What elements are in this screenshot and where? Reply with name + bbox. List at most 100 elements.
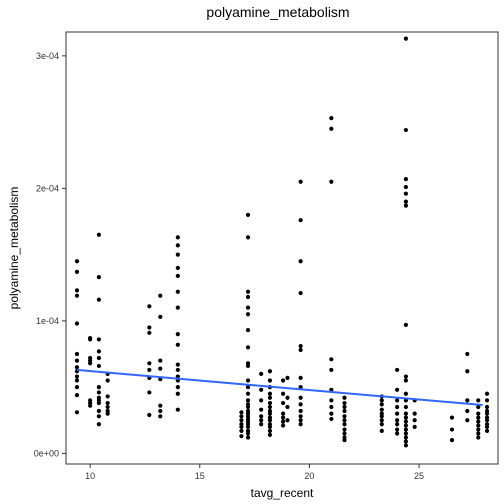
data-point xyxy=(267,378,273,383)
data-point xyxy=(298,179,303,184)
data-point xyxy=(329,126,334,131)
data-point xyxy=(259,407,264,412)
data-point xyxy=(175,342,180,347)
data-point xyxy=(245,404,251,410)
data-point xyxy=(96,232,101,237)
x-tick-label: 10 xyxy=(85,471,95,481)
data-point xyxy=(298,408,303,414)
data-point xyxy=(175,235,180,240)
data-point xyxy=(403,374,408,379)
data-point xyxy=(239,424,244,429)
data-point xyxy=(147,304,152,309)
data-point xyxy=(74,410,80,415)
data-point xyxy=(175,289,180,294)
trend-line xyxy=(76,368,483,407)
data-point xyxy=(484,391,490,396)
data-point xyxy=(449,438,455,443)
data-point xyxy=(379,418,384,423)
data-point xyxy=(395,418,400,423)
data-point xyxy=(342,427,347,432)
data-point xyxy=(175,407,180,412)
data-point xyxy=(88,337,93,342)
y-tick-label: 3e-04 xyxy=(36,51,59,61)
data-point xyxy=(465,418,470,423)
data-point xyxy=(88,403,93,408)
data-point xyxy=(342,438,347,443)
data-point xyxy=(96,385,101,390)
data-point xyxy=(74,259,80,264)
data-point xyxy=(395,404,400,410)
data-point xyxy=(329,116,334,121)
data-point xyxy=(74,321,80,326)
y-tick-label: 0e+00 xyxy=(34,448,59,458)
data-point xyxy=(476,419,481,424)
data-point xyxy=(403,404,408,410)
data-point xyxy=(105,394,110,399)
data-point xyxy=(329,404,334,410)
data-point xyxy=(403,176,408,182)
chart-title: polyamine_metabolism xyxy=(206,4,349,20)
y-axis-title: polyamine_metabolism xyxy=(7,187,21,310)
data-point xyxy=(379,402,384,407)
data-point xyxy=(267,400,273,406)
data-point xyxy=(280,378,286,383)
data-point xyxy=(465,369,470,374)
data-point xyxy=(259,371,264,376)
data-point xyxy=(158,403,163,408)
data-point xyxy=(105,411,110,416)
data-point xyxy=(329,357,334,362)
data-point xyxy=(74,392,80,398)
data-point xyxy=(412,411,417,416)
data-point xyxy=(403,435,408,440)
data-point xyxy=(245,305,251,310)
data-point xyxy=(329,416,334,422)
data-point xyxy=(96,349,101,354)
data-point xyxy=(403,439,408,444)
data-point xyxy=(476,423,481,428)
data-point xyxy=(158,358,163,363)
data-point xyxy=(476,404,481,410)
data-point xyxy=(267,391,273,396)
data-point xyxy=(484,398,490,403)
data-point xyxy=(245,363,251,369)
data-point xyxy=(74,378,80,383)
y-tick-label: 2e-04 xyxy=(36,183,59,193)
data-point xyxy=(403,203,408,208)
x-axis-title: tavg_recent xyxy=(251,486,314,500)
x-tick-label: 25 xyxy=(414,471,424,481)
data-point xyxy=(267,395,273,400)
data-point xyxy=(379,422,384,427)
data-point xyxy=(342,400,347,406)
data-point xyxy=(379,428,384,433)
data-point xyxy=(395,411,400,416)
data-point xyxy=(342,408,347,414)
data-point xyxy=(267,418,273,423)
data-points xyxy=(74,36,490,448)
data-point xyxy=(239,434,244,439)
data-point xyxy=(267,428,273,433)
data-point xyxy=(342,414,347,419)
data-point xyxy=(267,411,273,416)
data-point xyxy=(175,305,180,310)
data-point xyxy=(342,422,347,427)
data-point xyxy=(280,415,286,420)
data-point xyxy=(403,199,408,204)
data-point xyxy=(412,418,417,423)
data-point xyxy=(403,411,408,416)
data-point xyxy=(285,395,290,400)
data-point xyxy=(175,265,180,270)
data-point xyxy=(403,322,408,327)
data-point xyxy=(403,419,408,424)
data-point xyxy=(239,410,244,415)
x-tick-label: 15 xyxy=(195,471,205,481)
data-point xyxy=(239,418,244,423)
data-point xyxy=(476,431,481,436)
data-point xyxy=(267,424,273,429)
data-point xyxy=(245,294,251,300)
data-point xyxy=(484,404,490,410)
data-point xyxy=(175,362,180,367)
data-point xyxy=(245,385,251,390)
data-point xyxy=(403,427,408,432)
data-point xyxy=(403,36,408,41)
data-point xyxy=(298,290,303,296)
